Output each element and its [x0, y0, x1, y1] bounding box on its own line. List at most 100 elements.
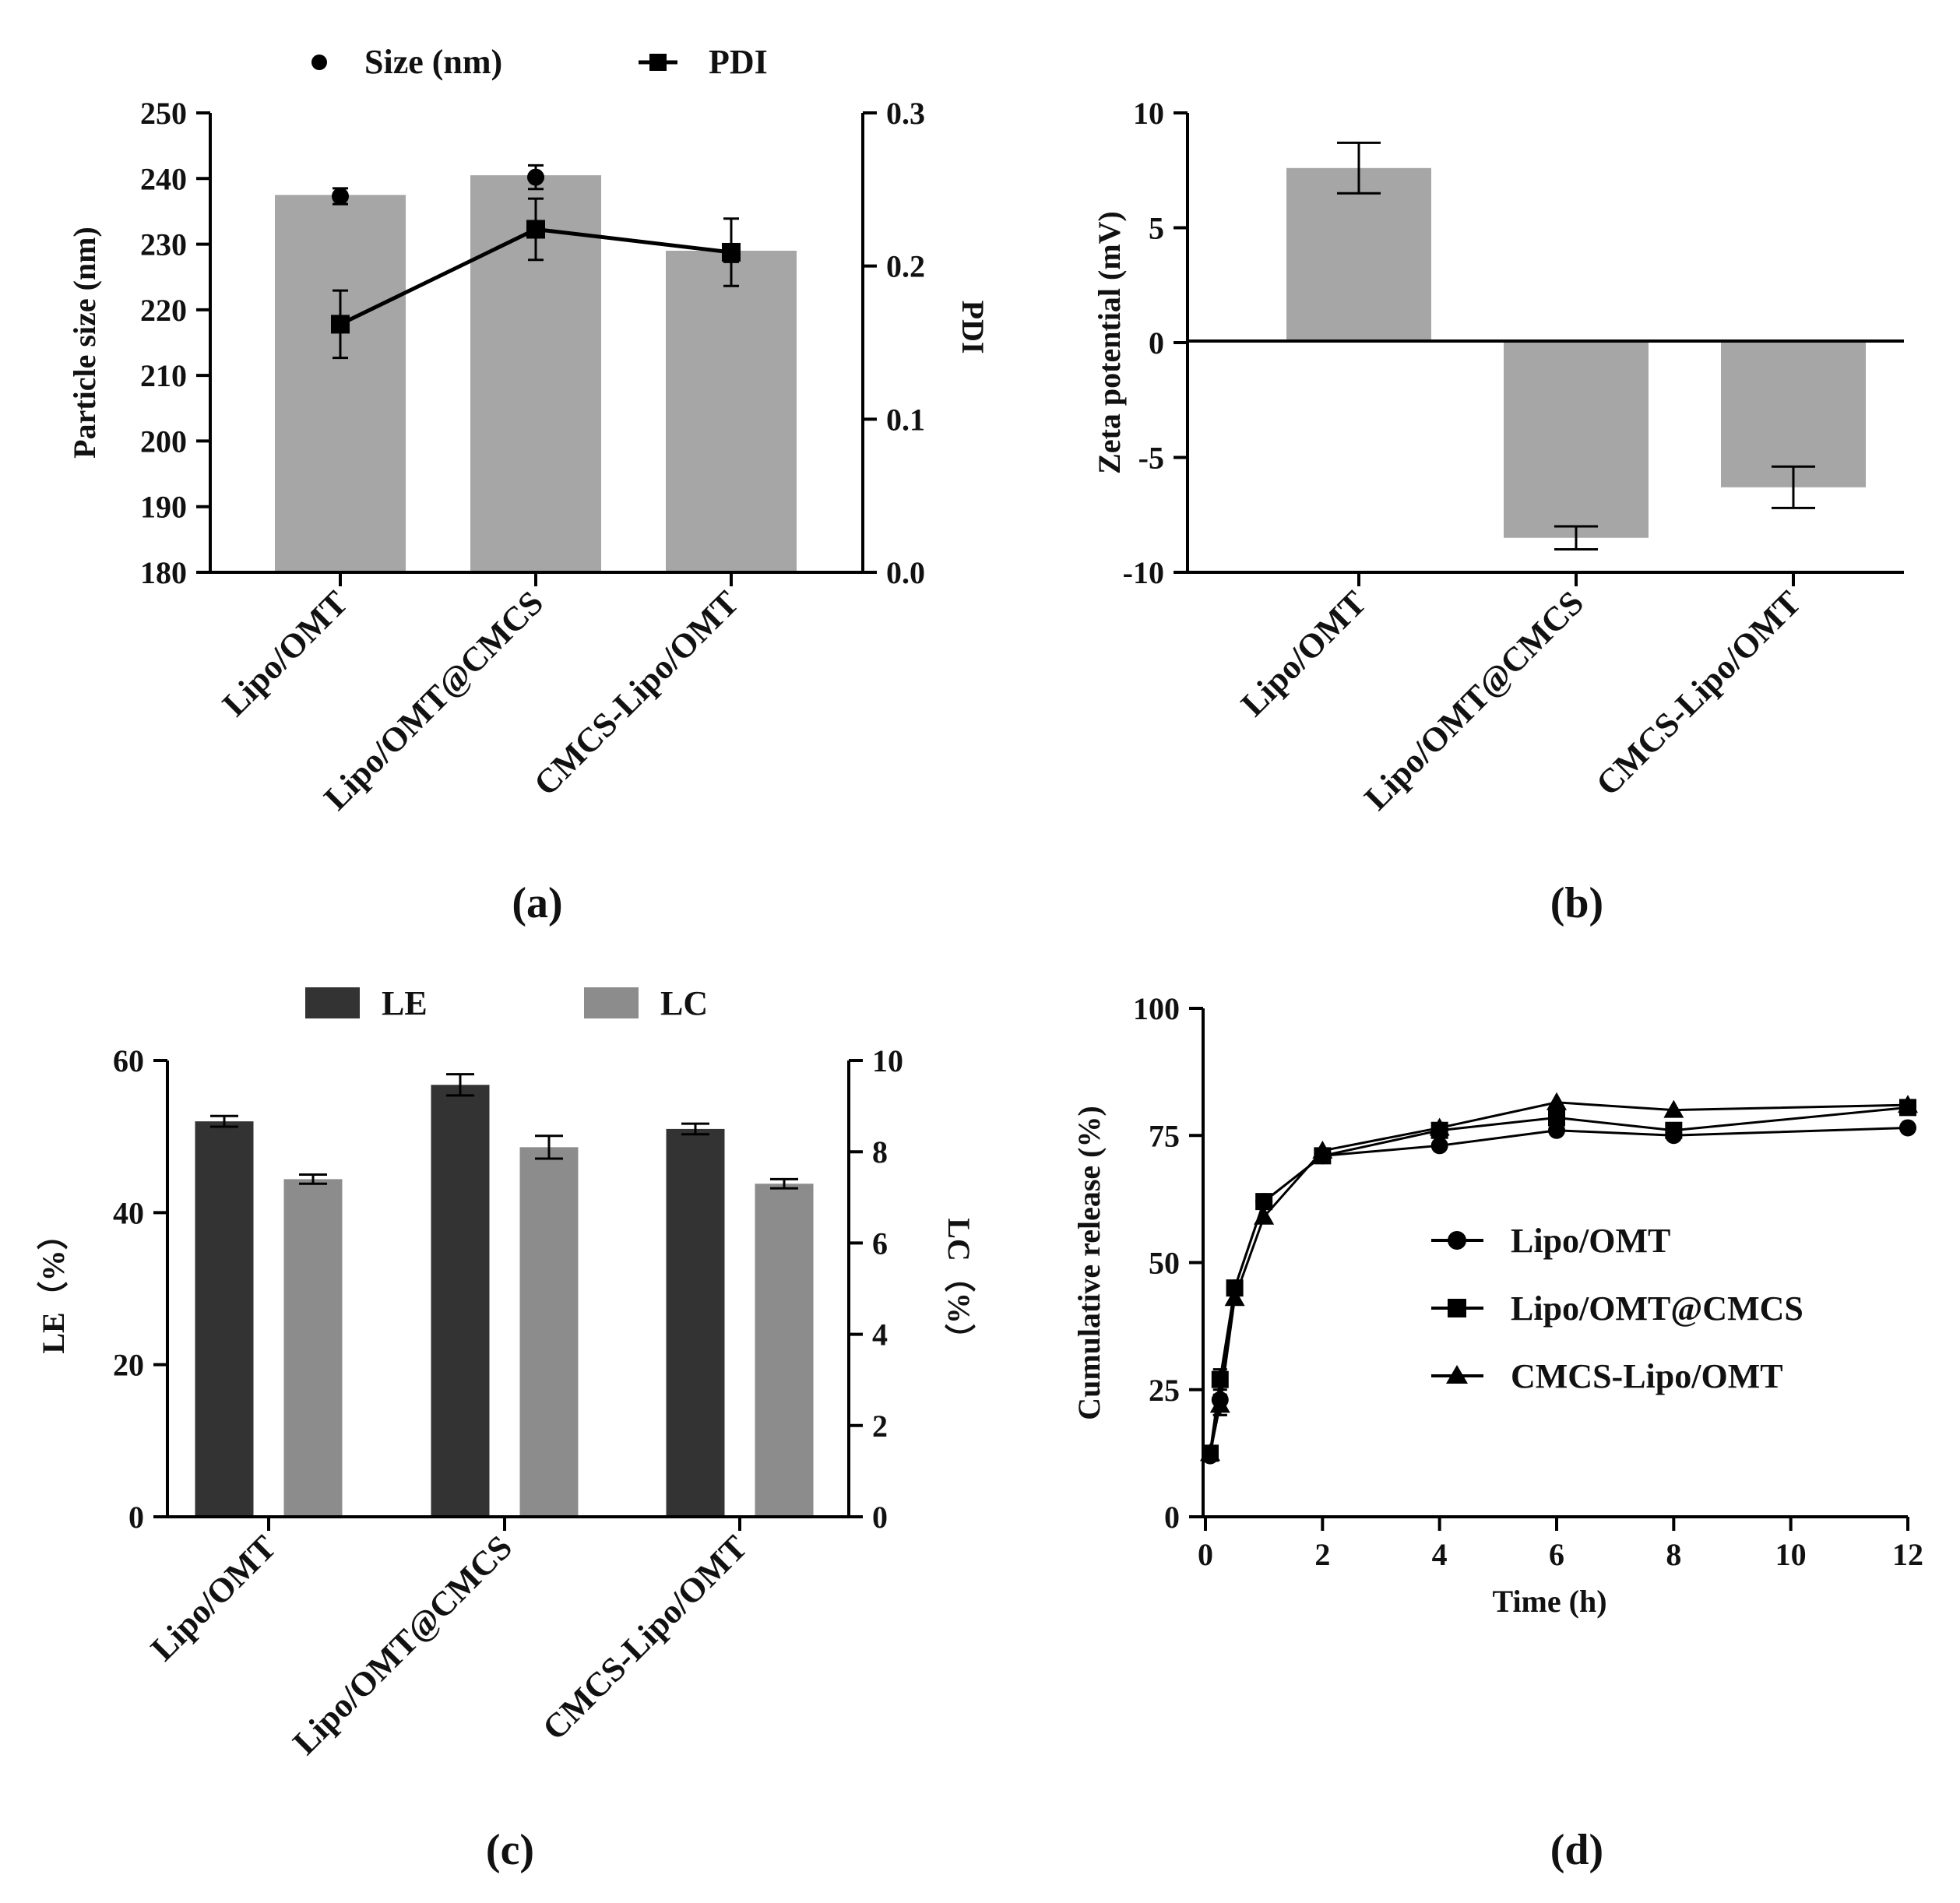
- panel-label-c: (c): [486, 1826, 534, 1874]
- y-d-tick-label: 50: [1149, 1246, 1180, 1281]
- series-d: [1200, 1092, 1918, 1465]
- y-ticks-b: -10 -5 0 5 10: [1123, 96, 1188, 590]
- panel-d: 0 25 50 75 100 0 2 4 6 8 10 12 Lipo/OMT Lipo/OMT@C…: [1071, 991, 1923, 1874]
- y-b-tick-label: 0: [1149, 325, 1164, 361]
- y-a-tick-label: 240: [140, 161, 187, 196]
- x-d-tick-label: 8: [1666, 1537, 1681, 1572]
- panel-label-a: (a): [512, 879, 562, 927]
- pdi-point: [526, 220, 545, 239]
- y-b-tick-label: -10: [1123, 555, 1164, 590]
- y-c-tick-label: 60: [113, 1043, 144, 1078]
- x-d-tick-label: 0: [1198, 1537, 1213, 1572]
- lc-bar: [283, 1179, 343, 1517]
- y-ticks-c: 0 20 40 60: [113, 1043, 167, 1535]
- size-bar: [275, 195, 406, 572]
- release-point-square: [1548, 1109, 1565, 1127]
- y-d-tick-label: 25: [1149, 1373, 1180, 1408]
- le-bar: [431, 1085, 490, 1517]
- y-axis-label-c: LE（%）: [36, 1219, 71, 1353]
- legend-d: Lipo/OMT Lipo/OMT@CMCS CMCS-Lipo/OMT: [1431, 1222, 1803, 1395]
- x-d-tick-label: 4: [1432, 1537, 1448, 1572]
- legend-le-swatch: [305, 987, 360, 1018]
- legend-a: Size (nm) PDI: [311, 43, 768, 81]
- y-c-tick-label: 0: [128, 1500, 144, 1535]
- release-point-triangle: [1898, 1095, 1918, 1113]
- y-ticks-a: 180 190 200 210 220 230 240 250: [140, 96, 210, 590]
- y-d-tick-label: 75: [1149, 1118, 1180, 1153]
- panel-label-b: (b): [1550, 879, 1603, 927]
- lc-bar: [755, 1184, 814, 1517]
- bars-c: [195, 1073, 814, 1517]
- legend-lc-swatch: [584, 987, 639, 1018]
- panel-label-d: (d): [1550, 1826, 1603, 1874]
- release-point-square: [1665, 1121, 1683, 1139]
- legend-lc-label: LC: [660, 984, 708, 1022]
- y2-c-tick-label: 2: [872, 1409, 888, 1444]
- release-point-triangle: [1200, 1443, 1221, 1462]
- y-a-tick-label: 230: [140, 227, 187, 262]
- legend-size-label: Size (nm): [364, 43, 502, 81]
- y-a-tick-label: 200: [140, 424, 187, 459]
- y-a-tick-label: 180: [140, 555, 187, 590]
- release-point-triangle: [1663, 1099, 1684, 1118]
- x-ticks-d: 0 2 4 6 8 10 12: [1198, 1517, 1923, 1572]
- y2-a-tick-label: 0.0: [886, 555, 925, 590]
- y2-c-tick-label: 0: [872, 1500, 888, 1535]
- size-point: [332, 188, 349, 206]
- y-b-tick-label: 10: [1133, 96, 1164, 131]
- zeta-bar: [1286, 167, 1431, 343]
- y-b-tick-label: -5: [1138, 441, 1164, 476]
- zeta-bar: [1504, 343, 1649, 538]
- x-axis-label-d: Time (h): [1492, 1584, 1606, 1619]
- y-c-tick-label: 40: [113, 1195, 144, 1230]
- le-bar: [195, 1121, 254, 1517]
- y2-a-tick-label: 0.1: [886, 402, 925, 437]
- pdi-point: [722, 242, 741, 262]
- legend-size-marker: [311, 55, 327, 70]
- release-point-triangle: [1224, 1288, 1245, 1307]
- y-d-tick-label: 0: [1164, 1500, 1180, 1535]
- release-point-circle: [1899, 1119, 1916, 1137]
- y-a-tick-label: 220: [140, 293, 187, 328]
- y2-c-tick-label: 4: [872, 1317, 888, 1353]
- y2-ticks-c: 0 2 4 6 8 10: [849, 1043, 903, 1535]
- y-d-tick-label: 100: [1133, 991, 1180, 1026]
- y2-axis-label-c: LC（%）: [941, 1218, 976, 1355]
- y2-c-tick-label: 6: [872, 1226, 888, 1261]
- legend-d-triangle-marker: [1446, 1365, 1468, 1384]
- x-d-tick-label: 2: [1314, 1537, 1330, 1572]
- release-point-circle: [1430, 1137, 1448, 1155]
- size-point: [527, 168, 544, 186]
- legend-d-label-3: CMCS-Lipo/OMT: [1511, 1357, 1783, 1395]
- y-c-tick-label: 20: [113, 1348, 144, 1383]
- legend-d-label-2: Lipo/OMT@CMCS: [1511, 1289, 1803, 1328]
- y2-c-tick-label: 10: [872, 1043, 903, 1078]
- y-a-tick-label: 250: [140, 96, 187, 131]
- legend-pdi-marker: [649, 54, 667, 71]
- release-point-triangle: [1547, 1092, 1567, 1110]
- y2-axis-label-a: PDI: [955, 301, 991, 354]
- y2-a-tick-label: 0.2: [886, 249, 925, 284]
- x-d-tick-label: 6: [1549, 1537, 1564, 1572]
- y2-c-tick-label: 8: [872, 1134, 888, 1170]
- y2-a-tick-label: 0.3: [886, 96, 925, 131]
- y-a-tick-label: 190: [140, 490, 187, 525]
- legend-pdi-label: PDI: [709, 43, 768, 81]
- release-point-triangle: [1429, 1117, 1450, 1136]
- legend-d-square-marker: [1448, 1299, 1466, 1317]
- y-ticks-d: 0 25 50 75 100: [1133, 991, 1203, 1535]
- y-axis-label-a: Particle size (nm): [67, 227, 102, 459]
- pdi-point: [331, 315, 350, 334]
- bars-b: [1286, 141, 1866, 550]
- y-axis-label-d: Cumulative release (%): [1071, 1106, 1107, 1420]
- y-axis-label-b: Zeta potential (mV): [1092, 211, 1127, 474]
- legend-c: LE LC: [305, 984, 708, 1022]
- x-d-tick-label: 12: [1892, 1537, 1923, 1572]
- release-point-triangle: [1254, 1206, 1275, 1225]
- y-a-tick-label: 210: [140, 358, 187, 393]
- release-point-triangle: [1209, 1395, 1230, 1413]
- le-bar: [666, 1128, 725, 1517]
- y2-ticks-a: 0.0 0.1 0.2 0.3: [863, 96, 925, 590]
- release-point-triangle: [1312, 1140, 1333, 1159]
